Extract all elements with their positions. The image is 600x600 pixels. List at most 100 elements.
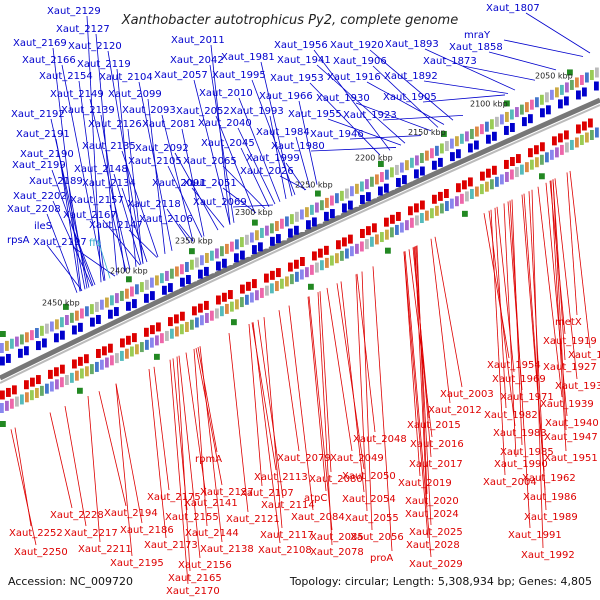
reverse-leader-line	[490, 209, 506, 476]
cog-block	[175, 326, 179, 337]
cog-block	[30, 330, 34, 341]
cog-block	[575, 137, 579, 148]
reverse-leader-line	[64, 405, 87, 527]
reverse-gene	[210, 298, 215, 308]
forward-gene	[444, 155, 449, 165]
tick-mark	[399, 241, 405, 247]
tick-mark	[497, 194, 503, 200]
cog-block	[515, 167, 519, 178]
reverse-gene	[408, 206, 413, 216]
cog-block	[110, 295, 114, 306]
forward-gene-label: Xaut_1980	[271, 141, 325, 152]
forward-gene	[588, 84, 593, 94]
reverse-gene-label: Xaut_2019	[398, 478, 452, 489]
reverse-gene	[90, 351, 95, 361]
reverse-gene	[108, 343, 113, 353]
cog-block	[480, 124, 484, 135]
cog-block	[335, 193, 339, 204]
tick-mark	[357, 261, 363, 267]
reverse-gene-label: Xaut_2137	[200, 487, 254, 498]
forward-gene	[456, 149, 461, 159]
tick-mark	[217, 326, 223, 332]
scale-label: 2050 kbp	[535, 71, 573, 80]
tick-mark	[364, 258, 370, 264]
reverse-gene-label: Xaut_1939	[540, 399, 594, 410]
cog-block	[410, 157, 414, 168]
tick-mark	[294, 200, 300, 206]
cog-block	[170, 328, 174, 339]
cog-block	[130, 346, 134, 357]
forward-leader-line	[113, 173, 142, 265]
forward-gene	[276, 234, 281, 244]
tick-mark	[364, 168, 370, 174]
reverse-leader-line	[308, 296, 333, 531]
forward-gene-label: Xaut_2104	[99, 72, 153, 83]
cog-block	[365, 179, 369, 190]
forward-gene	[210, 264, 215, 274]
tick-mark	[441, 221, 447, 227]
cog-block	[270, 283, 274, 294]
reverse-leader-line	[307, 296, 327, 492]
reverse-gene	[588, 118, 593, 128]
forward-gene-label: Xaut_2192	[11, 109, 65, 120]
reverse-leader-line	[523, 193, 546, 491]
forward-leader-line	[269, 115, 287, 200]
cog-block	[435, 205, 439, 216]
tick-mark	[308, 283, 314, 290]
tick-mark	[371, 164, 377, 170]
tick-mark	[336, 181, 342, 187]
cog-block	[530, 159, 534, 170]
forward-gene	[384, 183, 389, 193]
reverse-gene	[576, 124, 581, 134]
reverse-gene-label: Xaut_1989	[524, 512, 578, 523]
forward-gene	[150, 291, 155, 301]
tick-mark	[420, 231, 426, 237]
tick-mark	[525, 90, 531, 96]
cog-block	[115, 293, 119, 304]
forward-gene-label: Xaut_2126	[88, 119, 142, 130]
cog-block	[230, 241, 234, 252]
reverse-gene	[492, 165, 497, 175]
tick-mark	[238, 316, 244, 322]
reverse-leader-line	[569, 170, 591, 349]
tick-mark	[273, 210, 279, 216]
forward-gene	[450, 152, 455, 162]
cog-block	[15, 336, 19, 347]
forward-gene-label: ileS	[34, 221, 52, 232]
cog-block	[60, 377, 64, 388]
cog-block	[5, 340, 9, 351]
forward-gene-label: Xaut_1993	[230, 106, 284, 117]
reverse-gene	[552, 136, 557, 146]
cog-block	[430, 148, 434, 159]
tick-mark	[49, 400, 55, 406]
cog-block	[280, 218, 284, 229]
forward-gene	[462, 146, 467, 156]
reverse-leader-line	[355, 274, 368, 512]
reverse-gene-label: Xaut_2113	[254, 472, 308, 483]
cog-block	[460, 193, 464, 204]
forward-gene-label: Xaut_1984	[256, 127, 310, 138]
forward-leader-line	[161, 114, 194, 242]
forward-leader-line	[178, 223, 194, 242]
cog-block	[525, 162, 529, 173]
tick-mark	[259, 216, 265, 222]
tick-mark	[224, 322, 230, 328]
reverse-gene-label: Xaut_2144	[185, 528, 239, 539]
cog-block	[590, 69, 594, 80]
cog-block	[525, 102, 529, 113]
forward-gene-label: Xaut_1920	[330, 40, 384, 51]
reverse-gene	[162, 319, 167, 329]
scale-label: 2350 kbp	[175, 236, 213, 245]
cog-block	[195, 257, 199, 268]
forward-gene-label: Xaut_2051	[183, 178, 237, 189]
cog-block	[190, 259, 194, 270]
forward-gene	[432, 160, 437, 170]
tick-mark	[259, 306, 265, 312]
reverse-leader-line	[550, 180, 567, 452]
reverse-gene	[582, 121, 587, 131]
cog-block	[410, 217, 414, 228]
reverse-gene	[330, 243, 335, 253]
forward-leader-line	[313, 49, 391, 151]
reverse-gene-label: Xaut_1992	[521, 550, 575, 561]
cog-block	[375, 234, 379, 245]
